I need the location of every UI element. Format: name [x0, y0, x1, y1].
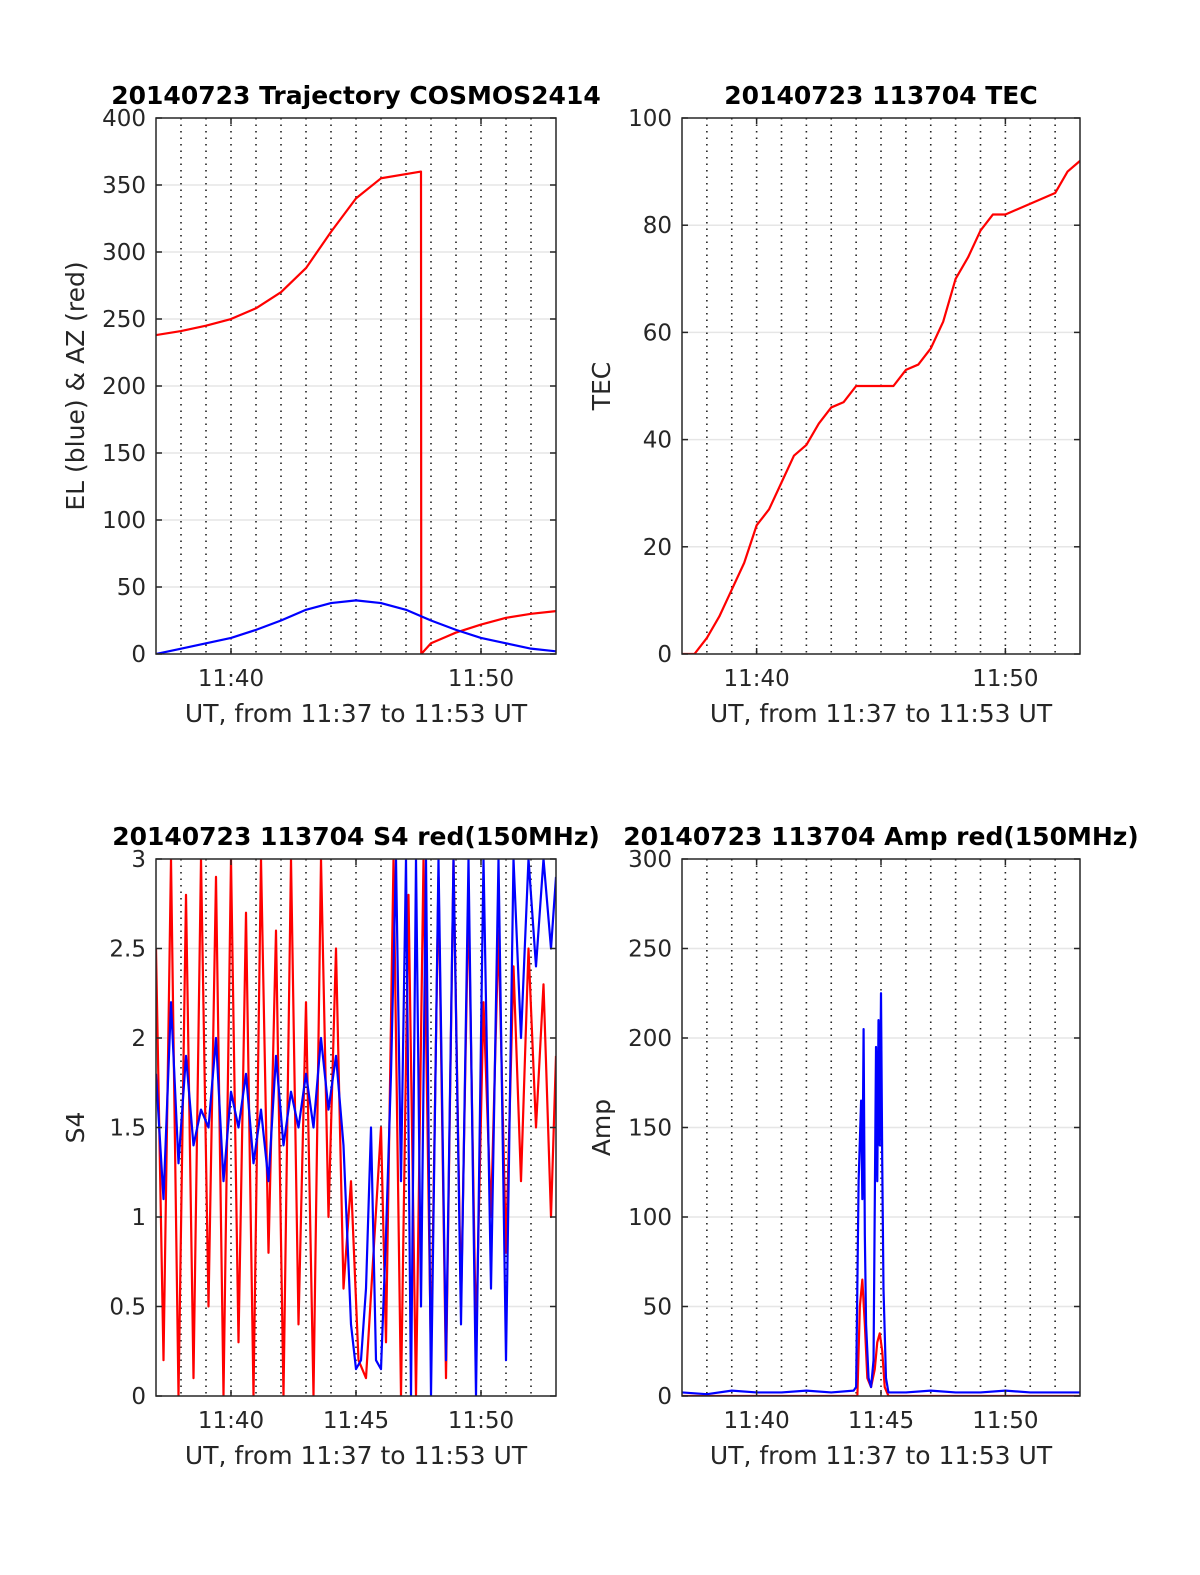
s4-ytick-label: 3 [131, 847, 146, 873]
amp-ytick-label: 150 [628, 1116, 672, 1142]
s4-panel: 0 0.5 1 1.5 2 2.5 3 11:40 11:45 11:50 20140723 113… [61, 822, 600, 1470]
trajectory-ytick-label: 350 [102, 173, 146, 199]
s4-xtick-label: 11:40 [198, 1408, 264, 1434]
tec-axes-frame [681, 117, 1081, 655]
s4-ytick-label: 2 [131, 1026, 146, 1052]
amp-panel: 0 50 100 150 200 250 300 11:40 11:45 11:50 2014072… [587, 822, 1139, 1470]
s4-ytick-label: 1.5 [109, 1116, 146, 1142]
trajectory-y-axis-label: EL (blue) & AZ (red) [61, 261, 90, 510]
s4-ytick-label: 0 [131, 1384, 146, 1410]
amp-ytick-label: 100 [628, 1205, 672, 1231]
s4-x-axis-label: UT, from 11:37 to 11:53 UT [185, 1441, 528, 1470]
tec-xtick-label: 11:50 [972, 666, 1038, 692]
tec-xtick-label: 11:40 [723, 666, 789, 692]
amp-ytick-label: 300 [628, 847, 672, 873]
tec-chart-title: 20140723 113704 TEC [724, 81, 1037, 110]
trajectory-ytick-label: 150 [102, 441, 146, 467]
amp-xtick-label: 11:45 [848, 1408, 914, 1434]
trajectory-ytick-label: 200 [102, 374, 146, 400]
tec-ytick-label: 0 [657, 642, 672, 668]
s4-xtick-label: 11:50 [448, 1408, 514, 1434]
amp-ytick-label: 50 [643, 1295, 672, 1321]
trajectory-ytick-label: 50 [117, 575, 146, 601]
amp-ytick-label: 0 [657, 1384, 672, 1410]
tec-y-axis-label: TEC [587, 362, 616, 412]
trajectory-ytick-label: 400 [102, 106, 146, 132]
amp-xtick-label: 11:40 [723, 1408, 789, 1434]
trajectory-xtick-label: 11:50 [448, 666, 514, 692]
amp-x-axis-label: UT, from 11:37 to 11:53 UT [710, 1441, 1053, 1470]
tec-panel: 0 20 40 60 80 100 11:40 11:50 20140723 113704 TE… [587, 81, 1081, 728]
s4-ytick-label: 0.5 [109, 1295, 146, 1321]
trajectory-series-line [156, 599, 556, 654]
trajectory-panel: 0 50 100 150 200 250 300 350 400 11:40 11:50 201407… [61, 81, 601, 728]
trajectory-chart-title: 20140723 Trajectory COSMOS2414 [111, 81, 601, 110]
trajectory-xtick-label: 11:40 [198, 666, 264, 692]
tec-ytick-label: 40 [643, 428, 672, 454]
tec-ytick-label: 20 [643, 535, 672, 561]
trajectory-x-axis-label: UT, from 11:37 to 11:53 UT [185, 699, 528, 728]
tec-ytick-label: 60 [643, 320, 672, 346]
s4-ytick-label: 2.5 [109, 937, 146, 963]
amp-xtick-label: 11:50 [972, 1408, 1038, 1434]
s4-chart-title: 20140723 113704 S4 red(150MHz) [112, 822, 600, 851]
s4-ytick-label: 1 [131, 1205, 146, 1231]
s4-y-axis-label: S4 [61, 1112, 90, 1144]
amp-series-line [682, 992, 1080, 1396]
trajectory-series-line [156, 170, 556, 654]
tec-ytick-label: 100 [628, 106, 672, 132]
trajectory-ytick-label: 300 [102, 240, 146, 266]
amp-ytick-label: 250 [628, 937, 672, 963]
tec-series-line [682, 160, 1080, 654]
amp-chart-title: 20140723 113704 Amp red(150MHz) [623, 822, 1139, 851]
s4-xtick-label: 11:45 [323, 1408, 389, 1434]
trajectory-ytick-label: 0 [131, 642, 146, 668]
s4-series-line [156, 859, 556, 1396]
trajectory-ytick-label: 250 [102, 307, 146, 333]
tec-ytick-label: 80 [643, 213, 672, 239]
amp-ytick-label: 200 [628, 1026, 672, 1052]
amp-series-line [682, 1278, 1080, 1396]
trajectory-ytick-label: 100 [102, 508, 146, 534]
tec-x-axis-label: UT, from 11:37 to 11:53 UT [710, 699, 1053, 728]
amp-y-axis-label: Amp [587, 1099, 616, 1156]
s4-series-line [156, 859, 556, 1396]
